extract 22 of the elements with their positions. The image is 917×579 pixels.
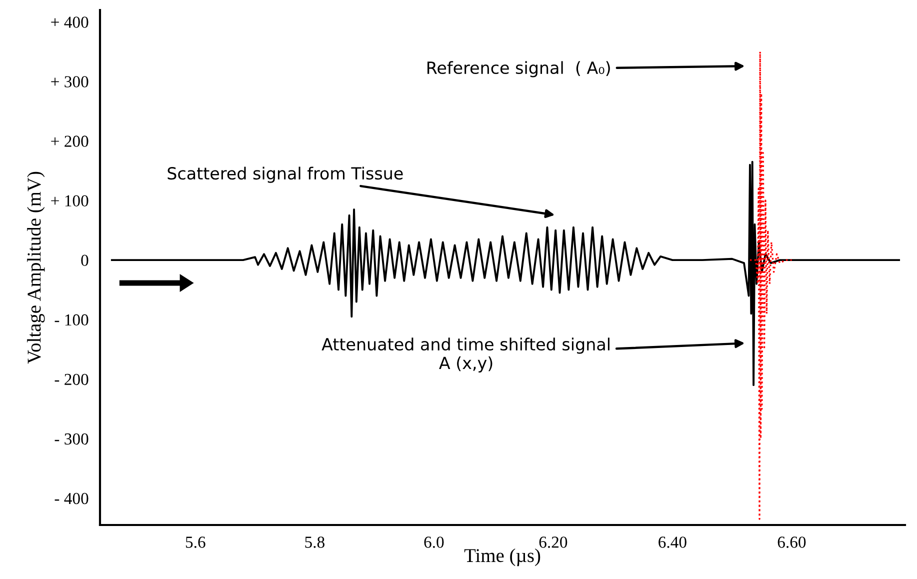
x-tick-label: 5.8 (305, 536, 324, 548)
x-tick-label: 5.6 (186, 536, 206, 548)
y-tick-label: 0 (81, 254, 88, 266)
y-tick-label: - 400 (54, 492, 88, 504)
y-tick-label: + 200 (51, 136, 88, 147)
x-tick-label: 6.20 (539, 536, 568, 548)
y-tick-label: + 300 (51, 76, 88, 88)
y-tick-label: - 200 (54, 374, 88, 386)
line-series (749, 50, 793, 520)
annotation: Reference signal ( A₀) (427, 61, 610, 78)
x-tick-label: 6.60 (778, 536, 806, 548)
line-series (110, 160, 900, 386)
y-tick-label: + 400 (51, 16, 88, 28)
annotation: Attenuated and time shifted signal A (x,y) (322, 338, 610, 372)
x-axis-title: Time (µs) (464, 548, 540, 566)
y-axis-title: Voltage Amplitude (mV) (27, 172, 45, 364)
x-tick-label: 6.0 (424, 536, 444, 548)
annotation: Scattered signal from Tissue (168, 166, 403, 183)
y-tick-label: - 100 (54, 314, 88, 326)
y-tick-label: + 100 (51, 195, 88, 206)
x-tick-label: 6.40 (658, 536, 686, 548)
y-tick-label: - 300 (54, 433, 88, 445)
